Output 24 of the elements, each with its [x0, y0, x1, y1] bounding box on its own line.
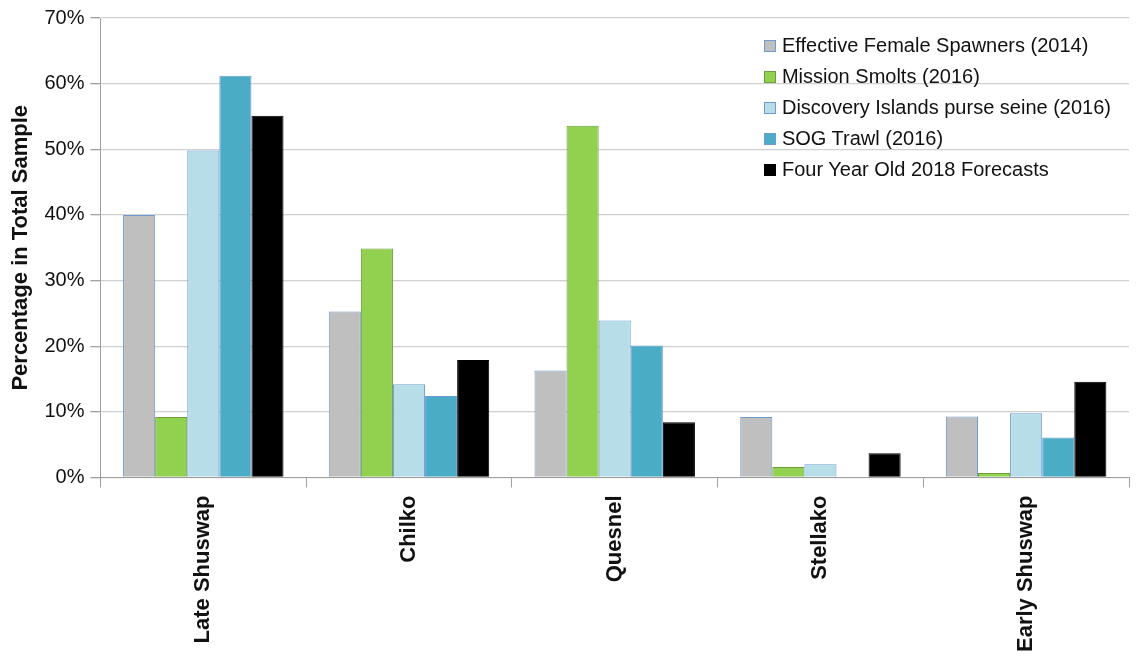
- legend-label: Mission Smolts (2016): [781, 64, 980, 89]
- x-tick-label: Late Shuswap: [189, 495, 215, 644]
- y-tick-label: 0%: [55, 465, 85, 488]
- legend-label: Discovery Islands purse seine (2016): [781, 95, 1111, 120]
- y-tick-label: 50%: [44, 136, 85, 159]
- y-tick-label: 10%: [44, 399, 85, 422]
- y-axis-title: Percentage in Total Sample: [7, 104, 33, 391]
- bar: [457, 360, 490, 477]
- bar: [251, 115, 284, 477]
- y-tick-label: 30%: [44, 268, 85, 291]
- x-tick-label: Chilko: [395, 495, 421, 563]
- y-tick-label: 60%: [44, 71, 85, 94]
- y-tick-label: 20%: [44, 333, 85, 356]
- legend-label: Effective Female Spawners (2014): [781, 33, 1089, 58]
- bar: [868, 453, 901, 477]
- y-tick-label: 70%: [44, 5, 85, 28]
- x-tick-label: Stellako: [806, 495, 832, 580]
- x-tick-label: Early Shuswap: [1012, 495, 1038, 653]
- legend-label: Four Year Old 2018 Forecasts: [781, 157, 1049, 182]
- bar: [1074, 381, 1107, 477]
- x-tick-label: Quesnel: [600, 495, 626, 583]
- y-tick-label: 40%: [44, 202, 85, 225]
- bar: [662, 422, 695, 477]
- legend-label: SOG Trawl (2016): [781, 126, 944, 151]
